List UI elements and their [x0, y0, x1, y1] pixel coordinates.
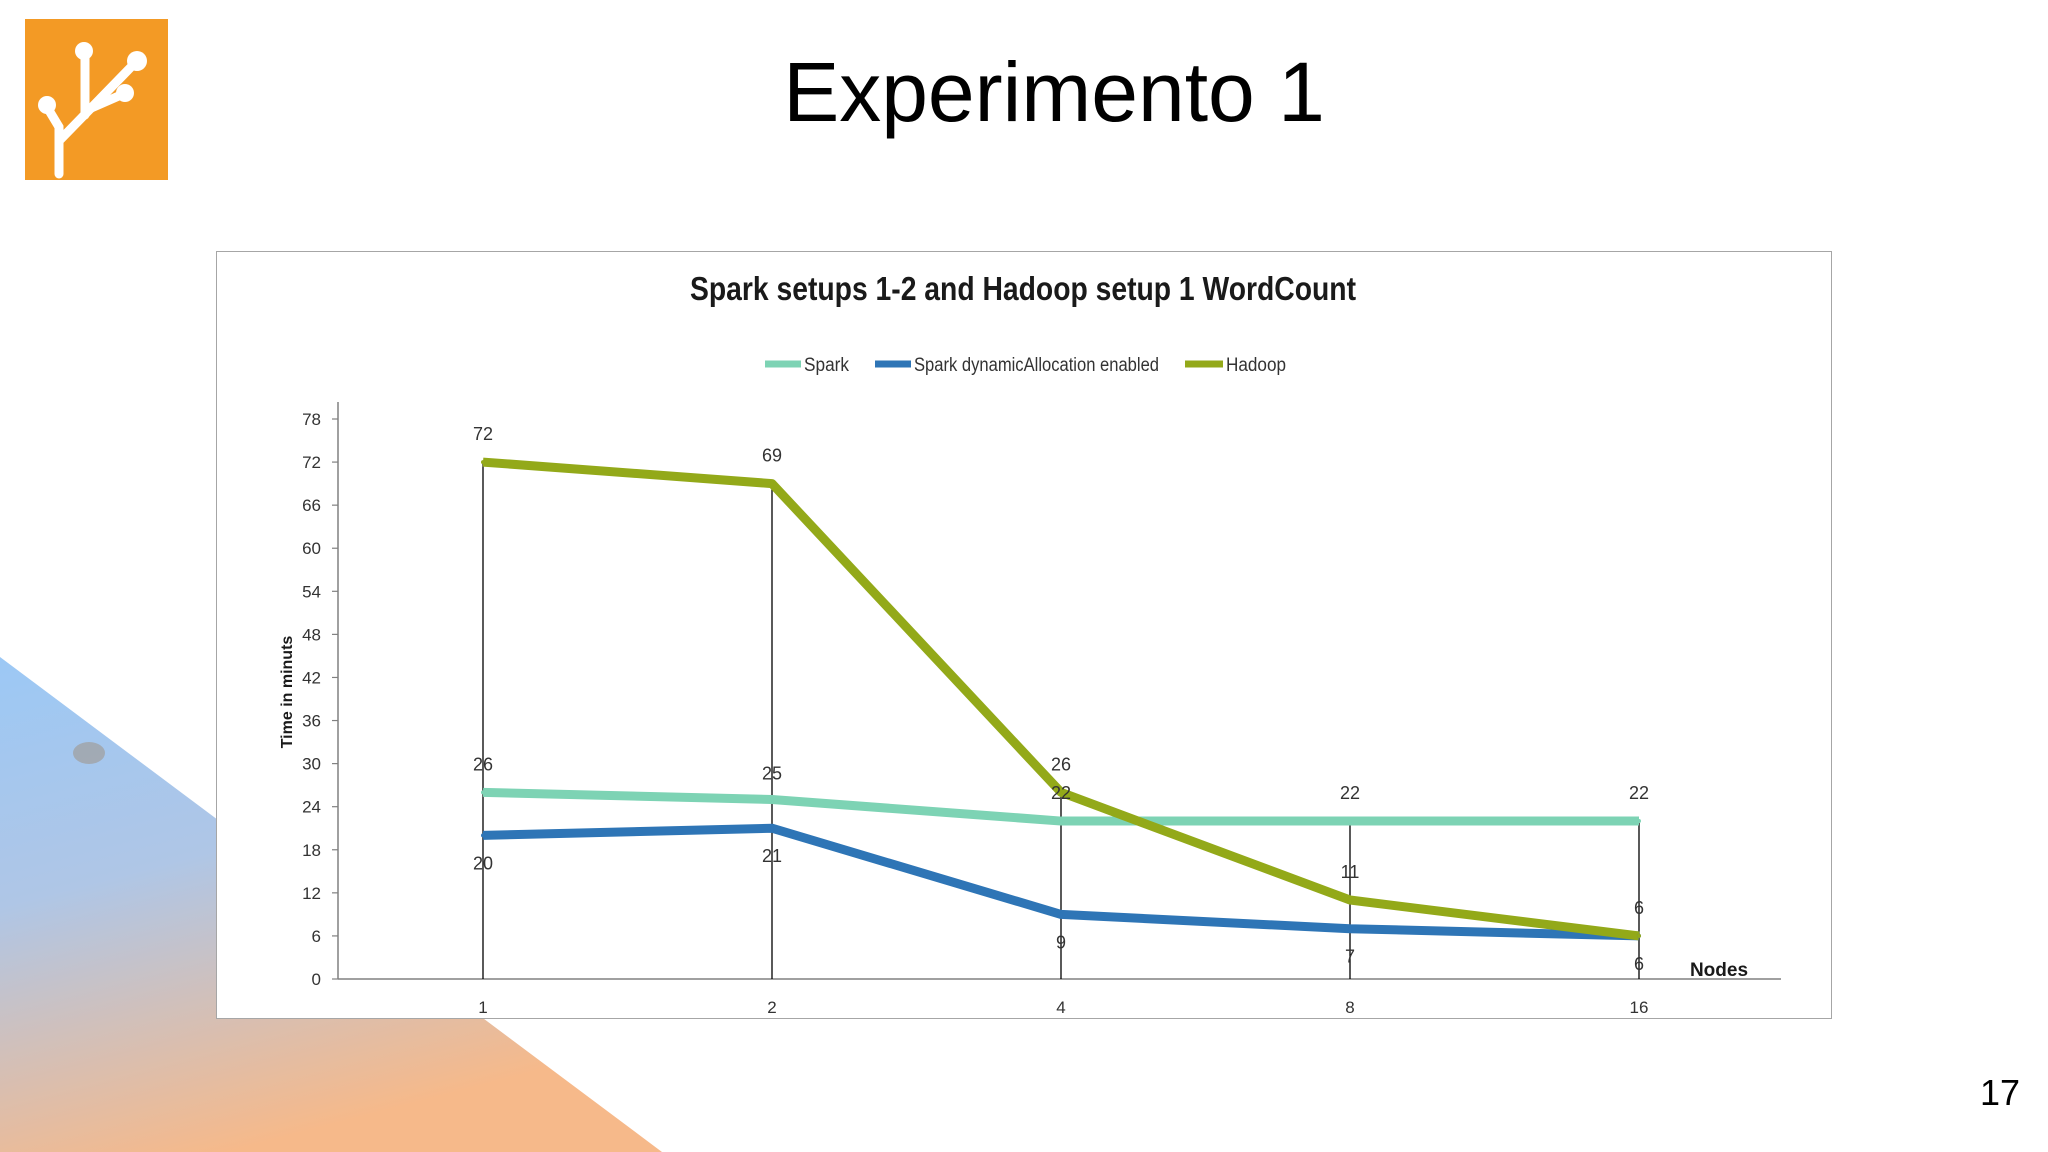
data-label-1: 21	[762, 846, 782, 866]
data-point-0	[1348, 819, 1352, 824]
y-tick-label: 72	[302, 453, 321, 472]
data-point-1	[1348, 926, 1352, 931]
data-label-0: 22	[1629, 783, 1649, 803]
x-axis-title: Nodes	[1690, 960, 1748, 981]
y-tick-label: 24	[302, 798, 321, 817]
data-point-1	[1059, 912, 1063, 917]
data-point-1	[770, 826, 774, 831]
logo	[25, 19, 168, 180]
data-label-2: 26	[1051, 754, 1071, 774]
data-label-0: 22	[1051, 783, 1071, 803]
x-tick-label: 1	[478, 998, 487, 1017]
data-label-1: 20	[473, 853, 493, 873]
data-point-0	[1637, 819, 1641, 824]
y-tick-label: 12	[302, 884, 321, 903]
legend-label-2: Hadoop	[1226, 355, 1286, 376]
data-label-0: 22	[1340, 783, 1360, 803]
decor-dot	[73, 742, 105, 764]
data-point-1	[481, 833, 485, 838]
y-tick-label: 42	[302, 668, 321, 687]
legend-label-0: Spark	[804, 355, 849, 376]
data-label-1: 7	[1345, 947, 1355, 967]
data-label-2: 6	[1634, 898, 1644, 918]
data-point-2	[1348, 898, 1352, 903]
data-point-0	[770, 797, 774, 802]
x-tick-label: 2	[767, 998, 776, 1017]
x-tick-label: 4	[1056, 998, 1065, 1017]
y-tick-label: 66	[302, 496, 321, 515]
data-point-0	[1059, 819, 1063, 824]
data-label-1: 9	[1056, 932, 1066, 952]
y-tick-label: 60	[302, 539, 321, 558]
data-point-2	[481, 460, 485, 465]
y-tick-label: 0	[312, 970, 321, 989]
data-label-1: 6	[1634, 954, 1644, 974]
y-tick-label: 30	[302, 755, 321, 774]
x-tick-label: 8	[1345, 998, 1354, 1017]
chart-title: Spark setups 1-2 and Hadoop setup 1 Word…	[690, 270, 1356, 307]
data-label-0: 26	[473, 754, 493, 774]
y-tick-label: 18	[302, 841, 321, 860]
line-chart: Spark setups 1-2 and Hadoop setup 1 Word…	[279, 270, 1781, 1017]
page-number: 17	[1979, 1072, 2020, 1113]
data-label-2: 11	[1341, 862, 1360, 882]
y-tick-label: 36	[302, 712, 321, 731]
chart-container: Spark setups 1-2 and Hadoop setup 1 Word…	[216, 251, 1832, 1019]
data-label-2: 69	[762, 446, 782, 466]
data-point-0	[481, 790, 485, 795]
y-tick-label: 6	[312, 927, 321, 946]
y-tick-label: 78	[302, 410, 321, 429]
y-tick-label: 48	[302, 625, 321, 644]
data-point-2	[770, 481, 774, 486]
y-tick-label: 54	[302, 582, 321, 601]
data-label-2: 72	[473, 424, 493, 444]
legend-label-1: Spark dynamicAllocation enabled	[914, 355, 1159, 376]
data-point-2	[1059, 790, 1063, 795]
data-point-2	[1637, 933, 1641, 938]
y-axis-title: Time in minuts	[279, 636, 296, 749]
data-label-0: 25	[762, 764, 782, 784]
x-tick-label: 16	[1630, 998, 1649, 1017]
slide-title: Experimento 1	[783, 45, 1325, 139]
